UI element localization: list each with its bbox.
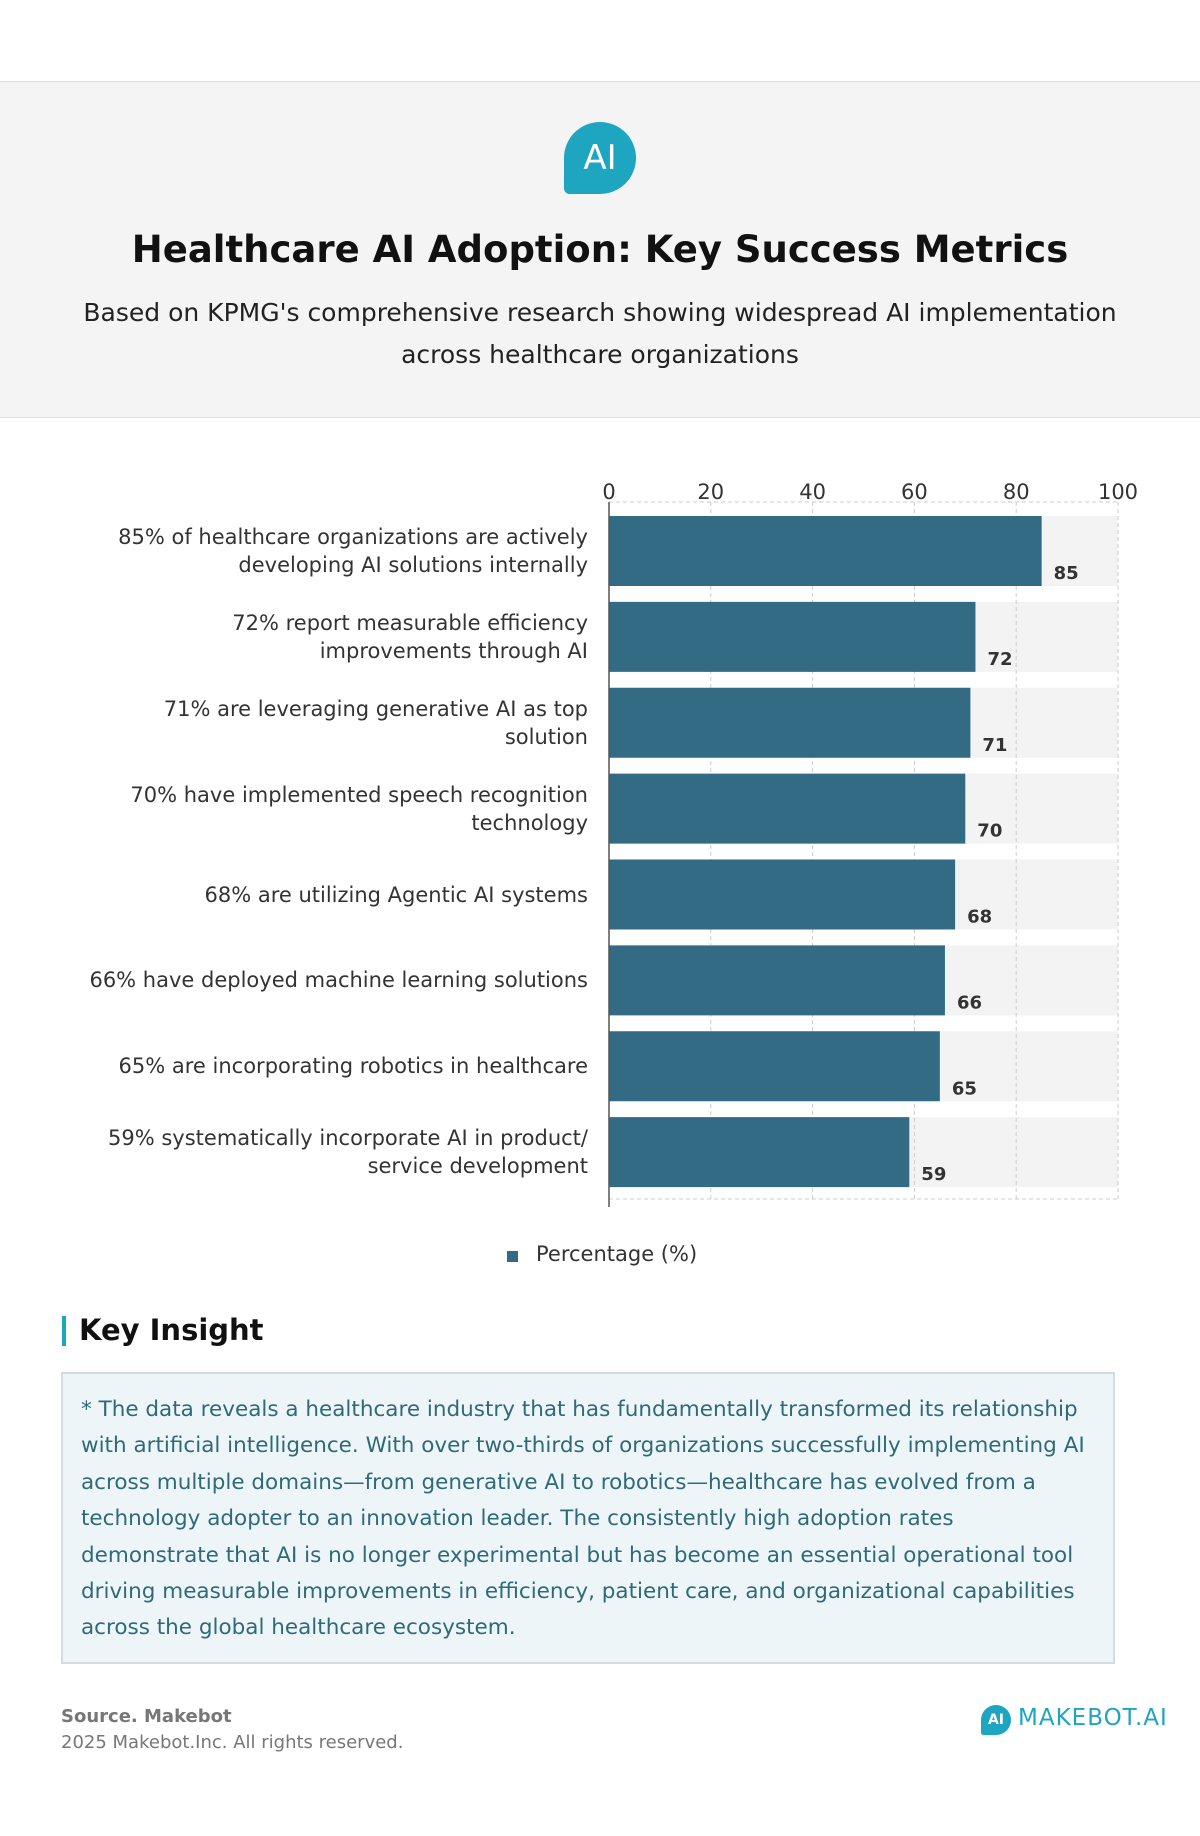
legend-swatch bbox=[507, 1251, 518, 1262]
x-tick-label: 100 bbox=[1098, 480, 1138, 504]
category-label: 65% are incorporating robotics in health… bbox=[118, 1054, 588, 1079]
category-label: 70% have implemented speech recognition … bbox=[130, 782, 588, 835]
bar bbox=[609, 601, 976, 672]
value-label: 72 bbox=[987, 649, 1012, 670]
category-label: 72% report measurable efficiency improve… bbox=[232, 610, 588, 663]
insight-heading: Key Insight bbox=[79, 1313, 264, 1347]
value-label: 71 bbox=[982, 735, 1007, 756]
chart: 0 20 40 60 80 100 85 72 71 70 68 66 65 59 bbox=[602, 480, 1138, 1207]
x-tick-label: 40 bbox=[799, 480, 826, 504]
value-label: 70 bbox=[977, 821, 1002, 842]
bar bbox=[609, 945, 945, 1016]
category-label: 68% are utilizing Agentic AI systems bbox=[204, 882, 588, 907]
x-tick-label: 80 bbox=[1003, 480, 1030, 504]
category-label: 71% are leveraging generative AI as top … bbox=[163, 696, 588, 749]
heading-accent bbox=[62, 1316, 66, 1346]
legend-label: Percentage (%) bbox=[536, 1242, 698, 1266]
title: Healthcare AI Adoption: Key Success Metr… bbox=[131, 228, 1069, 271]
category-label: 59% systematically incorporate AI in pro… bbox=[108, 1126, 588, 1179]
bar bbox=[609, 773, 966, 844]
bar bbox=[609, 1117, 910, 1188]
bar bbox=[609, 1031, 940, 1102]
copyright: 2025 Makebot.Inc. All rights reserved. bbox=[61, 1732, 404, 1753]
x-tick-label: 20 bbox=[697, 480, 724, 504]
value-label: 85 bbox=[1054, 563, 1079, 584]
value-label: 68 bbox=[967, 907, 992, 928]
insight-box: * The data reveals a healthcare industry… bbox=[61, 1372, 1115, 1664]
logo: MAKEBOT.AI bbox=[1018, 1705, 1168, 1731]
value-label: 66 bbox=[957, 992, 982, 1013]
header-icon: AI bbox=[564, 122, 636, 194]
bar bbox=[609, 516, 1042, 586]
bar bbox=[609, 687, 971, 758]
category-label: 66% have deployed machine learning solut… bbox=[89, 968, 588, 993]
x-tick-label: 0 bbox=[602, 480, 615, 504]
x-tick-label: 60 bbox=[901, 480, 928, 504]
logo-icon: AI bbox=[981, 1705, 1011, 1735]
source: Source. Makebot bbox=[61, 1706, 232, 1727]
subtitle: Based on KPMG's comprehensive research s… bbox=[83, 298, 1117, 369]
value-label: 65 bbox=[952, 1078, 977, 1099]
bar bbox=[609, 859, 956, 930]
value-label: 59 bbox=[921, 1164, 946, 1185]
category-label: 85% of healthcare organizations are acti… bbox=[118, 525, 588, 577]
